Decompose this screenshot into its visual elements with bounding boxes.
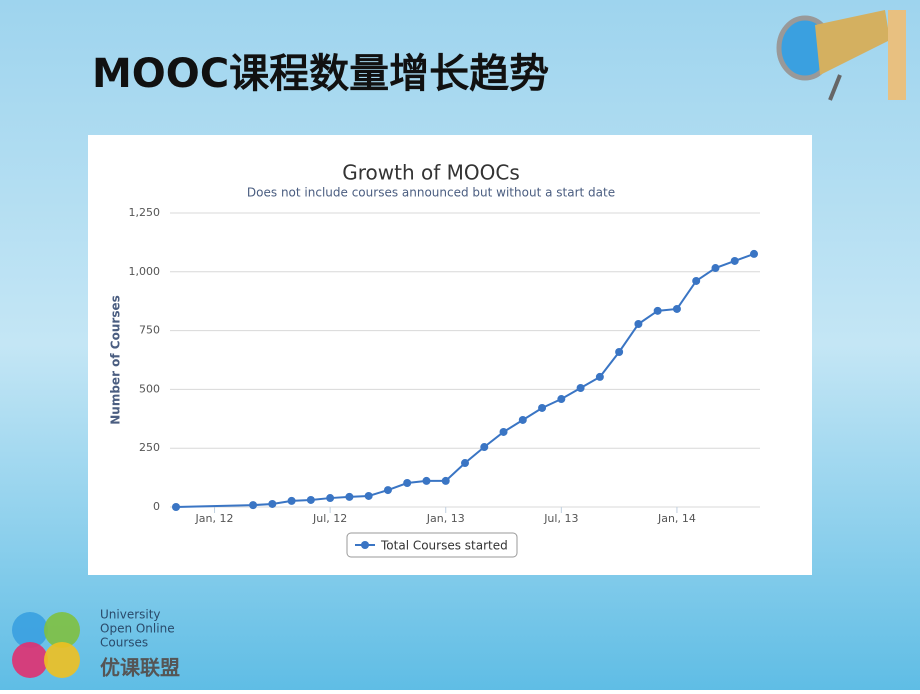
y-tick-label: 500 bbox=[139, 382, 160, 395]
point bbox=[615, 348, 624, 357]
x-tick-label: Jan, 13 bbox=[426, 512, 465, 525]
legend-marker bbox=[361, 541, 369, 549]
chart-subtitle: Does not include courses announced but w… bbox=[247, 186, 615, 200]
logo bbox=[12, 612, 80, 678]
point bbox=[653, 306, 662, 315]
chart-title: Growth of MOOCs bbox=[342, 161, 520, 185]
x-tick-label: Jan, 14 bbox=[657, 512, 696, 525]
point bbox=[383, 486, 392, 495]
point bbox=[287, 496, 296, 505]
y-tick-label: 1,250 bbox=[129, 206, 161, 219]
point bbox=[576, 383, 585, 392]
point bbox=[730, 256, 739, 265]
point bbox=[172, 503, 180, 511]
logo-text: Open Online bbox=[100, 622, 175, 636]
point bbox=[557, 395, 566, 404]
point bbox=[441, 476, 450, 485]
logo-text: University bbox=[100, 608, 161, 622]
telescope-icon bbox=[776, 10, 906, 101]
point bbox=[480, 443, 489, 452]
point bbox=[711, 264, 720, 273]
point bbox=[306, 495, 315, 504]
point bbox=[364, 491, 373, 500]
logo-text: Courses bbox=[100, 636, 148, 650]
slide-title: MOOC课程数量增长趋势 bbox=[92, 51, 549, 97]
point bbox=[461, 459, 469, 468]
y-tick-label: 0 bbox=[153, 500, 160, 513]
y-tick-label: 1,000 bbox=[129, 265, 161, 278]
point bbox=[538, 403, 547, 412]
x-tick-label: Jul, 13 bbox=[543, 512, 578, 525]
x-tick-label: Jul, 12 bbox=[312, 512, 347, 525]
point bbox=[692, 276, 701, 285]
point bbox=[595, 372, 604, 381]
logo-text-cn: 优课联盟 bbox=[100, 656, 180, 680]
point bbox=[345, 492, 354, 501]
point bbox=[403, 479, 412, 488]
y-tick-label: 750 bbox=[139, 324, 160, 337]
point bbox=[268, 499, 277, 508]
y-tick-label: 250 bbox=[139, 441, 160, 454]
point bbox=[634, 320, 643, 329]
point bbox=[249, 501, 258, 510]
chart-panel bbox=[88, 135, 812, 575]
point bbox=[422, 476, 431, 485]
point bbox=[326, 494, 335, 503]
y-axis-label: Number of Courses bbox=[109, 295, 123, 425]
legend-label: Total Courses started bbox=[380, 539, 508, 553]
point bbox=[518, 415, 527, 424]
point bbox=[499, 427, 508, 436]
line bbox=[175, 252, 755, 508]
point bbox=[672, 304, 681, 313]
point bbox=[750, 249, 758, 258]
legend bbox=[346, 532, 518, 558]
x-tick-label: Jan, 12 bbox=[195, 512, 234, 525]
